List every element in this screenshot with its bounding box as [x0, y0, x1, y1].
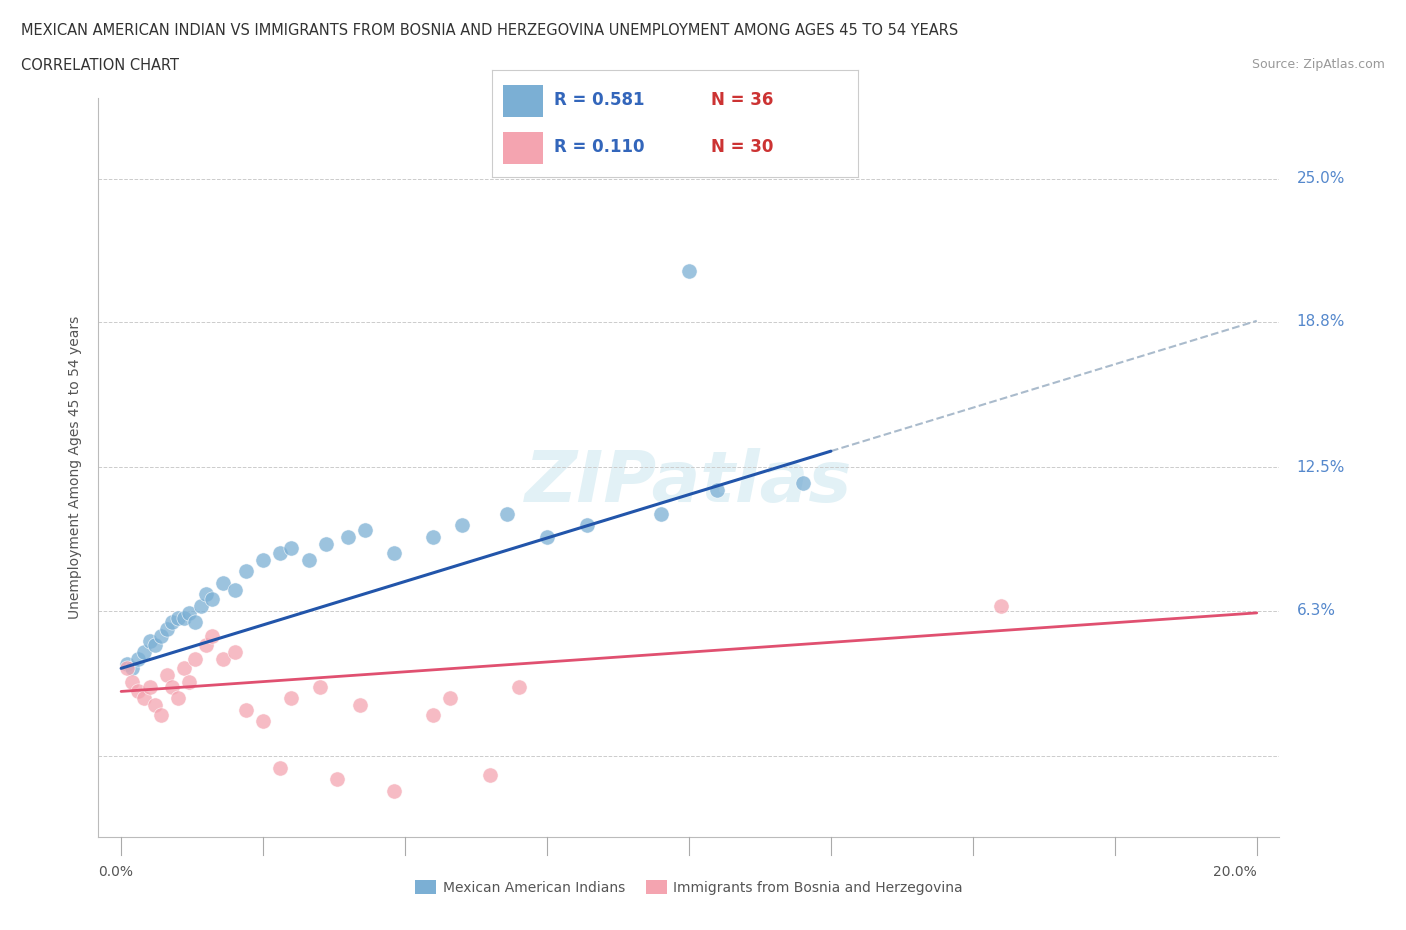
Point: [195, 638, 218, 653]
Point: [167, 610, 190, 625]
Text: CORRELATION CHART: CORRELATION CHART: [21, 58, 179, 73]
Point: [479, 767, 502, 782]
Y-axis label: Unemployment Among Ages 45 to 54 years: Unemployment Among Ages 45 to 54 years: [69, 315, 83, 619]
Text: 6.3%: 6.3%: [1296, 603, 1336, 618]
Point: [201, 591, 224, 606]
Point: [138, 680, 160, 695]
Point: [212, 652, 235, 667]
Text: 12.5%: 12.5%: [1296, 459, 1346, 475]
Point: [269, 760, 291, 775]
Point: [138, 633, 160, 648]
Point: [143, 698, 166, 712]
Point: [167, 691, 190, 706]
Point: [326, 772, 349, 787]
Point: [184, 615, 207, 630]
Point: [143, 638, 166, 653]
Point: [297, 552, 319, 567]
Point: [179, 675, 201, 690]
Point: [496, 506, 519, 521]
Point: [650, 506, 672, 521]
Point: [309, 680, 332, 695]
Point: [190, 599, 212, 614]
Point: [422, 707, 444, 722]
Point: [132, 691, 155, 706]
Point: [201, 629, 224, 644]
Point: [121, 661, 143, 676]
Text: R = 0.110: R = 0.110: [554, 138, 645, 155]
Text: R = 0.581: R = 0.581: [554, 91, 645, 109]
Text: 25.0%: 25.0%: [1296, 171, 1346, 186]
Point: [155, 668, 177, 683]
Point: [422, 529, 444, 544]
Point: [212, 576, 235, 591]
Point: [315, 536, 337, 551]
Point: [149, 629, 172, 644]
Point: [149, 707, 172, 722]
Point: [127, 684, 149, 698]
Text: 18.8%: 18.8%: [1296, 314, 1346, 329]
Point: [162, 615, 183, 630]
Point: [280, 691, 302, 706]
Point: [508, 680, 530, 695]
Point: [450, 518, 472, 533]
Point: [127, 652, 149, 667]
Text: 0.0%: 0.0%: [98, 865, 134, 879]
Text: N = 30: N = 30: [711, 138, 773, 155]
Point: [184, 652, 207, 667]
Point: [337, 529, 360, 544]
Point: [162, 680, 183, 695]
Point: [132, 644, 155, 659]
Point: [792, 476, 814, 491]
Point: [195, 587, 218, 602]
Text: ZIPatlas: ZIPatlas: [526, 447, 852, 516]
Bar: [503, 85, 543, 117]
Point: [382, 783, 405, 798]
Point: [115, 661, 138, 676]
Point: [155, 621, 177, 636]
Point: [439, 691, 461, 706]
Point: [280, 540, 302, 555]
Point: [224, 582, 246, 597]
Point: [252, 552, 274, 567]
Point: [706, 483, 728, 498]
Point: [269, 545, 291, 560]
Bar: [503, 132, 543, 164]
Point: [252, 714, 274, 729]
Text: MEXICAN AMERICAN INDIAN VS IMMIGRANTS FROM BOSNIA AND HERZEGOVINA UNEMPLOYMENT A: MEXICAN AMERICAN INDIAN VS IMMIGRANTS FR…: [21, 23, 959, 38]
Point: [575, 518, 598, 533]
Point: [235, 564, 257, 578]
Point: [115, 657, 138, 671]
Point: [235, 702, 257, 717]
Point: [990, 599, 1012, 614]
Point: [224, 644, 246, 659]
Text: N = 36: N = 36: [711, 91, 773, 109]
Point: [179, 605, 201, 620]
Point: [173, 610, 195, 625]
Point: [349, 698, 371, 712]
Point: [354, 523, 377, 538]
Legend: Mexican American Indians, Immigrants from Bosnia and Herzegovina: Mexican American Indians, Immigrants fro…: [409, 874, 969, 900]
Point: [382, 545, 405, 560]
Point: [173, 661, 195, 676]
Point: [678, 263, 700, 278]
Point: [536, 529, 558, 544]
Point: [121, 675, 143, 690]
Text: Source: ZipAtlas.com: Source: ZipAtlas.com: [1251, 58, 1385, 71]
Text: 20.0%: 20.0%: [1213, 865, 1257, 879]
